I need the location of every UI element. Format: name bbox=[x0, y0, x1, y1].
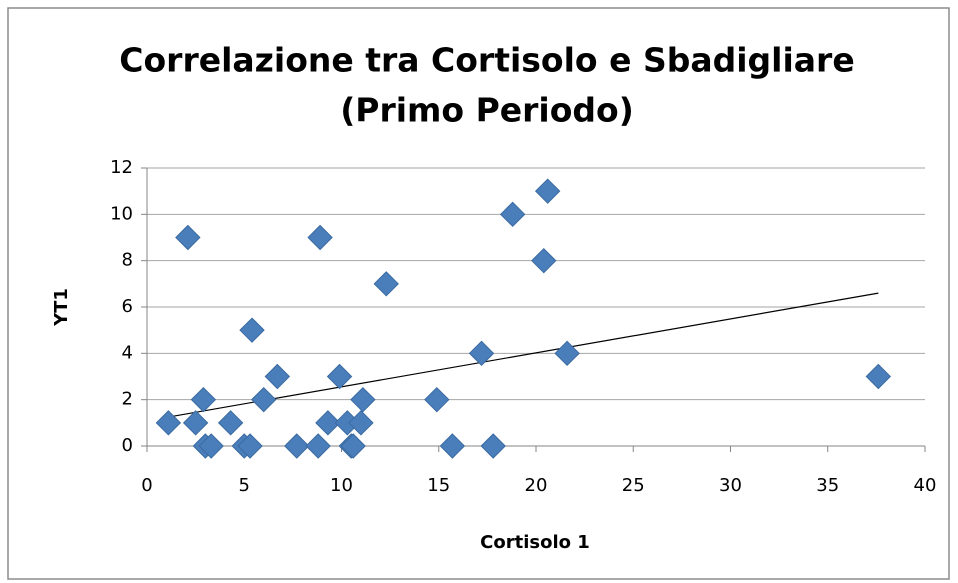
x-tick-label: 40 bbox=[914, 475, 937, 496]
y-tick-label: 10 bbox=[110, 203, 133, 224]
x-tick-label: 25 bbox=[622, 475, 645, 496]
scatter-point bbox=[305, 433, 331, 459]
y-tick-label: 4 bbox=[122, 342, 133, 363]
scatter-point bbox=[480, 433, 506, 459]
scatter-point bbox=[350, 386, 376, 413]
y-tick-label: 0 bbox=[122, 435, 133, 456]
x-tick-label: 5 bbox=[239, 475, 250, 496]
chart-frame bbox=[7, 7, 950, 580]
scatter-point bbox=[531, 247, 557, 274]
scatter-point bbox=[284, 433, 310, 459]
x-tick-label: 30 bbox=[719, 475, 742, 496]
scatter-point bbox=[865, 363, 892, 390]
scatter-point bbox=[239, 317, 265, 343]
y-tick-label: 2 bbox=[122, 389, 133, 410]
scatter-point bbox=[315, 410, 341, 436]
scatter-point bbox=[348, 410, 374, 436]
y-axis-label: YT1 bbox=[51, 288, 72, 327]
scatter-point bbox=[155, 410, 182, 436]
scatter-point bbox=[554, 340, 580, 367]
scatter-point bbox=[439, 433, 466, 459]
scatter-point bbox=[468, 340, 495, 367]
scatter-point bbox=[340, 433, 366, 459]
scatter-point bbox=[175, 224, 201, 251]
x-tick-label: 10 bbox=[330, 475, 353, 496]
scatter-point bbox=[217, 410, 244, 436]
x-tick-label: 0 bbox=[141, 475, 152, 496]
x-tick-label: 15 bbox=[427, 475, 450, 496]
chart-title: (Primo Periodo) bbox=[340, 91, 634, 130]
scatter-point bbox=[198, 433, 224, 459]
y-tick-label: 8 bbox=[122, 250, 133, 271]
scatter-point bbox=[264, 363, 291, 390]
x-tick-label: 35 bbox=[816, 475, 839, 496]
chart-title: Correlazione tra Cortisolo e Sbadigliare bbox=[119, 41, 854, 80]
scatter-point bbox=[373, 271, 399, 297]
scatter-point bbox=[326, 363, 353, 390]
y-tick-label: 6 bbox=[122, 296, 133, 317]
scatter-point bbox=[424, 386, 450, 413]
scatter-point bbox=[307, 224, 333, 251]
scatter-point bbox=[190, 386, 217, 413]
scatter-point bbox=[237, 433, 263, 459]
x-axis-label: Cortisolo 1 bbox=[480, 532, 590, 553]
scatter-point bbox=[182, 410, 209, 436]
y-tick-label: 12 bbox=[110, 157, 133, 178]
scatter-point bbox=[534, 178, 561, 204]
scatter-point bbox=[499, 201, 526, 228]
x-tick-label: 20 bbox=[525, 475, 548, 496]
scatter-point bbox=[250, 386, 277, 413]
trendline bbox=[168, 292, 879, 418]
